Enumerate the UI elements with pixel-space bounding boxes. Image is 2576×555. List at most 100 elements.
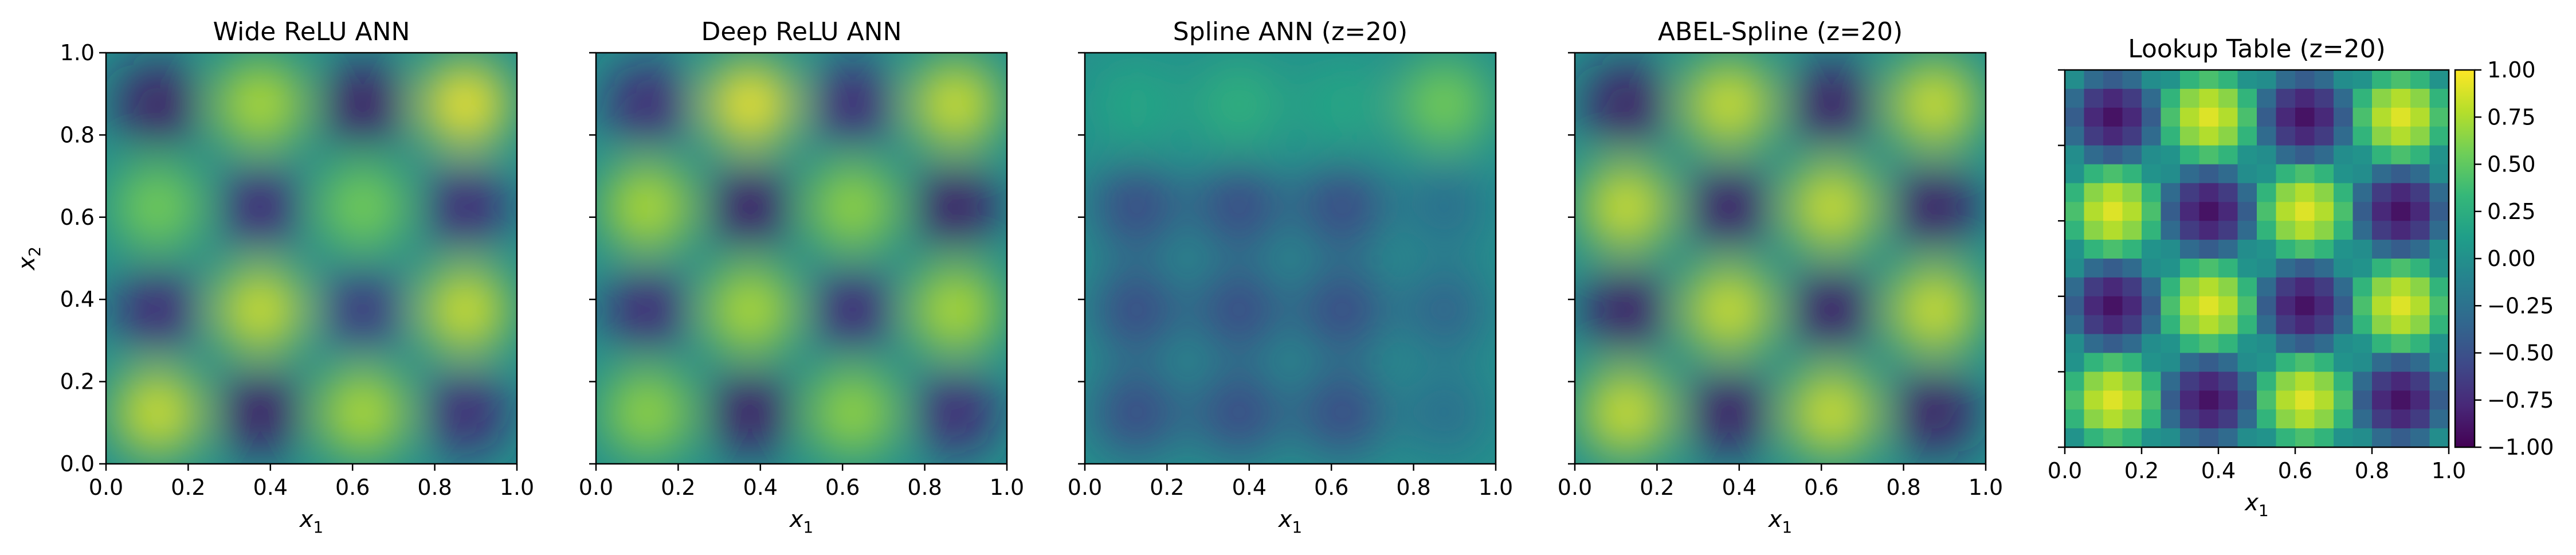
- heatmap-cell: [2199, 70, 2219, 89]
- heatmap-cell: [2065, 277, 2085, 297]
- heatmap-cell: [2065, 409, 2085, 429]
- heatmap-cell: [2295, 372, 2315, 391]
- heatmap-cell: [2314, 390, 2334, 410]
- heatmap-cell: [2103, 409, 2123, 429]
- heatmap-cell: [2334, 240, 2354, 259]
- heatmap-cell: [2122, 259, 2142, 278]
- panel-title: Lookup Table (z=20): [2128, 34, 2386, 64]
- heatmap-cell: [2257, 202, 2277, 221]
- x-tick-label: 0.0: [2048, 458, 2082, 483]
- heatmap-cell: [2391, 259, 2411, 278]
- heatmap-cell: [2161, 107, 2181, 127]
- heatmap-cell: [2199, 296, 2219, 316]
- heatmap-blob: [1198, 62, 1280, 146]
- heatmap-cell: [2372, 240, 2392, 259]
- heatmap-cell: [2065, 334, 2085, 354]
- heatmap-cell: [2065, 164, 2085, 183]
- heatmap-cell: [2180, 240, 2200, 259]
- heatmap-cell: [2257, 334, 2277, 354]
- heatmap-cell: [2065, 183, 2085, 202]
- plot-frame: [595, 52, 1008, 465]
- heatmap-cell: [2352, 202, 2373, 221]
- heatmap-cell: [2391, 409, 2411, 429]
- x-axis-label: x1: [1277, 506, 1303, 537]
- heatmap-cell: [2314, 277, 2334, 297]
- heatmap-cell: [2065, 221, 2085, 240]
- heatmap-cell: [2295, 221, 2315, 240]
- heatmap-cell: [2103, 334, 2123, 354]
- heatmap-cell: [2372, 202, 2392, 221]
- heatmap-cell: [2276, 277, 2296, 297]
- heatmap-cell: [2199, 315, 2219, 335]
- heatmap-cell: [2237, 334, 2257, 354]
- x-tick-label: 1.0: [990, 475, 1024, 500]
- heatmap-cell: [2295, 145, 2315, 165]
- heatmap-cell: [2352, 164, 2373, 183]
- heatmap-cell: [2334, 126, 2354, 146]
- heatmap-cell: [2391, 107, 2411, 127]
- heatmap-cell: [2257, 409, 2277, 429]
- x-tick-label: 0.4: [253, 475, 288, 500]
- heatmap-cell: [2334, 372, 2354, 391]
- heatmap-blob: [1893, 268, 1976, 351]
- x-tick-label: 0.0: [1068, 475, 1102, 500]
- x-tick-label: 0.0: [579, 475, 613, 500]
- heatmap-cell: [2161, 88, 2181, 108]
- heatmap-cell: [2352, 409, 2373, 429]
- heatmap-cell: [2218, 164, 2238, 183]
- heatmap-cell: [2065, 315, 2085, 335]
- heatmap-cell: [2103, 164, 2123, 183]
- heatmap-blob: [1198, 268, 1280, 351]
- heatmap-cell: [2218, 372, 2238, 391]
- heatmap-blob: [1790, 166, 1873, 248]
- heatmap-cell: [2410, 409, 2430, 429]
- heatmap-cell: [2218, 126, 2238, 146]
- heatmap-cell: [2295, 70, 2315, 89]
- heatmap-cell: [2103, 240, 2123, 259]
- heatmap-blob: [811, 62, 894, 146]
- heatmap-cell: [2199, 145, 2219, 165]
- heatmap-cell: [2429, 70, 2449, 89]
- heatmap-cell: [2429, 107, 2449, 127]
- heatmap-blob: [709, 371, 791, 454]
- heatmap-cell: [2352, 88, 2373, 108]
- heatmap-cell: [2429, 353, 2449, 372]
- heatmap-cell: [2199, 409, 2219, 429]
- heatmap-cell: [2122, 315, 2142, 335]
- heatmap-cell: [2314, 107, 2334, 127]
- heatmap-cell: [2429, 372, 2449, 391]
- heatmap-plot-area: [1085, 53, 1496, 464]
- heatmap-cell: [2257, 390, 2277, 410]
- heatmap-cell: [2257, 183, 2277, 202]
- heatmap-cell: [2237, 183, 2257, 202]
- heatmap-cell: [2295, 315, 2315, 335]
- heatmap-cell: [2314, 240, 2334, 259]
- heatmap-cell: [2314, 88, 2334, 108]
- heatmap-cell: [2257, 315, 2277, 335]
- heatmap-cell: [2122, 70, 2142, 89]
- heatmap-blob: [1790, 268, 1873, 351]
- heatmap-cell: [2257, 428, 2277, 447]
- heatmap-cell: [2429, 88, 2449, 108]
- heatmap-cell: [2410, 296, 2430, 316]
- heatmap-cell: [2122, 164, 2142, 183]
- heatmap-cell: [2142, 164, 2162, 183]
- heatmap-cell: [2276, 259, 2296, 278]
- heatmap-cell: [2372, 428, 2392, 447]
- heatmap-cell: [2429, 277, 2449, 297]
- heatmap-cell: [2180, 107, 2200, 127]
- heatmap-cell: [2065, 353, 2085, 372]
- heatmap-cell: [2142, 221, 2162, 240]
- heatmap-cell: [2161, 202, 2181, 221]
- heatmap-cell: [2295, 296, 2315, 316]
- x-tick-label: 0.6: [1804, 475, 1838, 500]
- x-tick-label: 0.4: [1722, 475, 1756, 500]
- x-tick-label: 0.2: [1150, 475, 1184, 500]
- heatmap-cell: [2372, 353, 2392, 372]
- heatmap-cell: [2161, 126, 2181, 146]
- heatmap-cell: [2352, 334, 2373, 354]
- heatmap-cell: [2410, 164, 2430, 183]
- heatmap-cell: [2161, 277, 2181, 297]
- heatmap-cell: [2103, 202, 2123, 221]
- heatmap-cell: [2295, 428, 2315, 447]
